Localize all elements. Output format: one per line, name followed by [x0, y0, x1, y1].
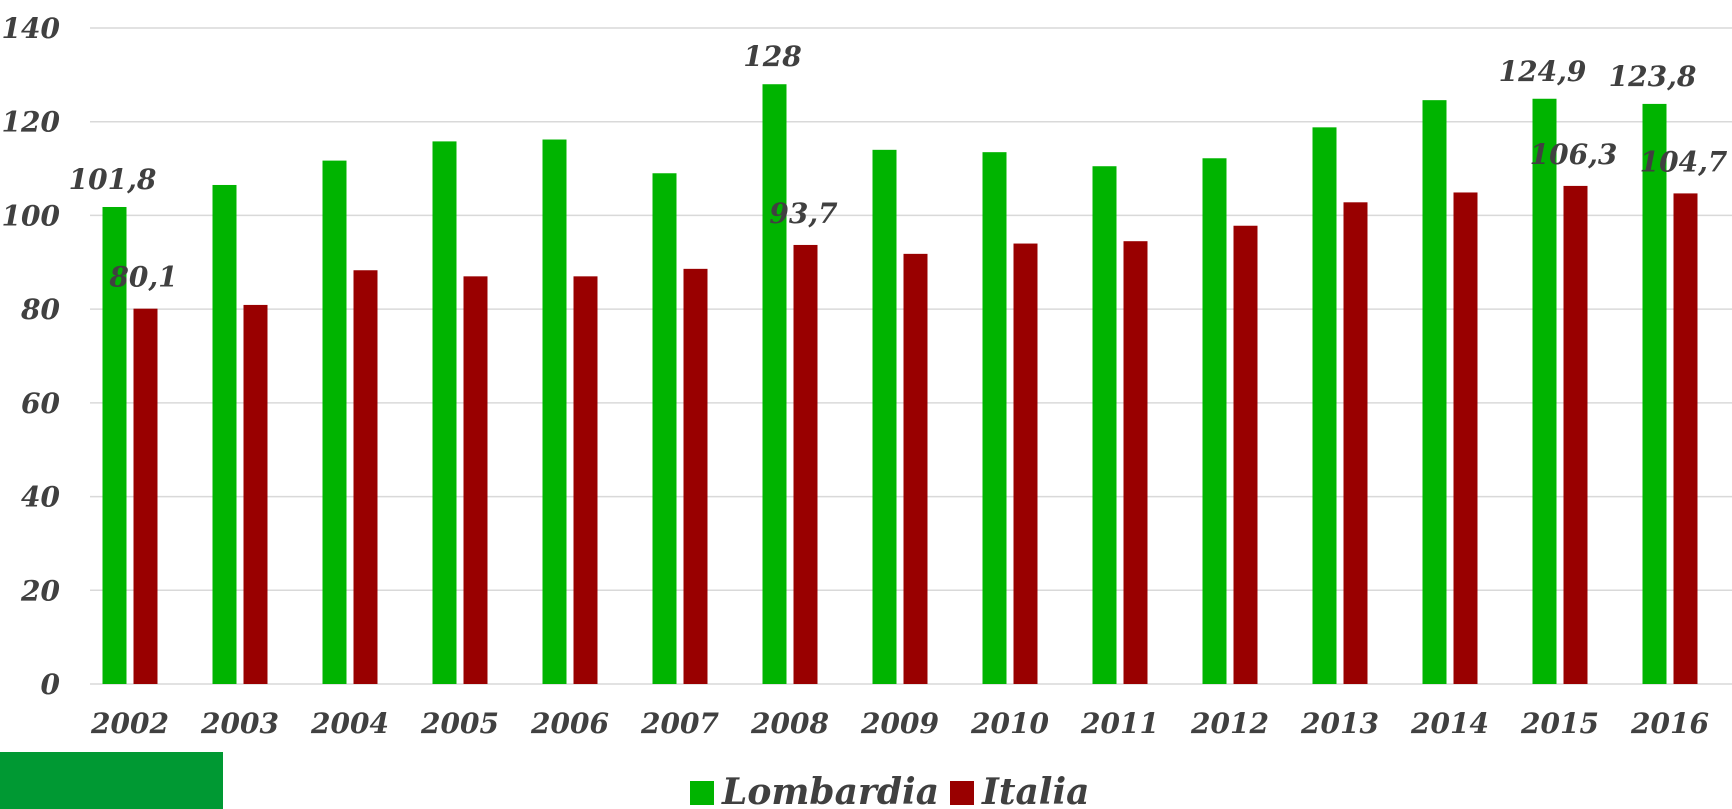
x-tick-label: 2014 — [1410, 707, 1489, 740]
bar-italia-2002 — [133, 308, 158, 684]
data-label-lombardia-2002: 101,8 — [69, 163, 157, 196]
x-tick-label: 2004 — [310, 707, 389, 740]
data-label-lombardia-2008: 128 — [743, 40, 801, 73]
bar-lombardia-2011 — [1092, 166, 1117, 684]
bar-lombardia-2007 — [652, 173, 677, 684]
x-tick-label: 2012 — [1190, 707, 1269, 740]
bar-lombardia-2012 — [1202, 158, 1227, 684]
bar-lombardia-2002 — [102, 206, 127, 684]
legend-swatch-lombardia — [690, 781, 714, 805]
y-tick-label: 0 — [41, 668, 61, 701]
bar-lombardia-2004 — [322, 160, 347, 684]
x-tick-label: 2002 — [90, 707, 169, 740]
bar-italia-2004 — [353, 270, 378, 684]
bar-italia-2009 — [903, 253, 928, 684]
x-tick-label: 2003 — [200, 707, 279, 740]
x-tick-label: 2011 — [1080, 707, 1159, 740]
y-axis: 0 20 40 60 80 100 120 140 — [2, 12, 61, 701]
y-tick-label: 120 — [2, 106, 61, 139]
bar-italia-2008 — [793, 244, 818, 684]
x-tick-label: 2015 — [1520, 707, 1599, 740]
x-tick-label: 2013 — [1300, 707, 1379, 740]
bar-lombardia-2009 — [872, 149, 897, 685]
bar-italia-2012 — [1233, 225, 1258, 685]
legend-swatch-italia — [950, 781, 974, 805]
legend-label-lombardia: Lombardia — [721, 771, 939, 809]
data-label-italia-2008: 93,7 — [769, 197, 838, 230]
legend-label-italia: Italia — [981, 771, 1089, 809]
x-tick-label: 2010 — [970, 707, 1049, 740]
x-tick-label: 2016 — [1630, 707, 1709, 740]
bar-lombardia-2016 — [1642, 103, 1667, 684]
bar-lombardia-2003 — [212, 184, 237, 684]
y-tick-label: 60 — [21, 387, 60, 420]
legend: Lombardia Italia — [690, 771, 1089, 809]
bar-italia-2013 — [1343, 202, 1368, 684]
bar-italia-2016 — [1673, 193, 1698, 685]
data-labels: 101,8 128 124,9 123,8 80,1 93,7 106,3 104,7 — [69, 40, 1728, 293]
data-label-lombardia-2016: 123,8 — [1609, 60, 1697, 93]
y-tick-label: 140 — [2, 12, 61, 45]
bar-italia-2014 — [1453, 192, 1478, 684]
bar-lombardia-2008 — [762, 84, 787, 684]
bar-italia-2010 — [1013, 243, 1038, 685]
bar-italia-2015 — [1563, 185, 1588, 684]
x-axis: 2002 2003 2004 2005 2006 2007 2008 2009 2010 2011… — [90, 707, 1709, 740]
x-tick-label: 2006 — [530, 707, 609, 740]
bar-italia-2011 — [1123, 241, 1148, 684]
x-tick-label: 2007 — [640, 707, 719, 740]
bar-lombardia-2013 — [1312, 127, 1337, 684]
y-tick-label: 20 — [20, 574, 60, 607]
bar-lombardia-2014 — [1422, 100, 1447, 684]
bar-italia-2006 — [573, 276, 598, 684]
data-label-lombardia-2015: 124,9 — [1499, 55, 1587, 88]
y-tick-label: 100 — [2, 199, 61, 232]
bar-lombardia-2005 — [432, 141, 457, 684]
y-tick-label: 40 — [21, 481, 60, 514]
data-label-italia-2015: 106,3 — [1530, 138, 1618, 171]
x-tick-label: 2009 — [860, 707, 939, 740]
data-label-italia-2002: 80,1 — [108, 261, 177, 294]
x-tick-label: 2005 — [420, 707, 499, 740]
bars — [102, 84, 1698, 685]
bar-italia-2005 — [463, 276, 488, 684]
bar-lombardia-2006 — [542, 139, 567, 684]
x-tick-label: 2008 — [750, 707, 829, 740]
data-label-italia-2016: 104,7 — [1640, 145, 1728, 178]
bar-lombardia-2015 — [1532, 98, 1557, 685]
bar-italia-2003 — [243, 304, 268, 684]
accent-block — [0, 752, 223, 809]
y-tick-label: 80 — [20, 293, 60, 326]
bar-italia-2007 — [683, 268, 708, 684]
bar-lombardia-2010 — [982, 152, 1007, 684]
